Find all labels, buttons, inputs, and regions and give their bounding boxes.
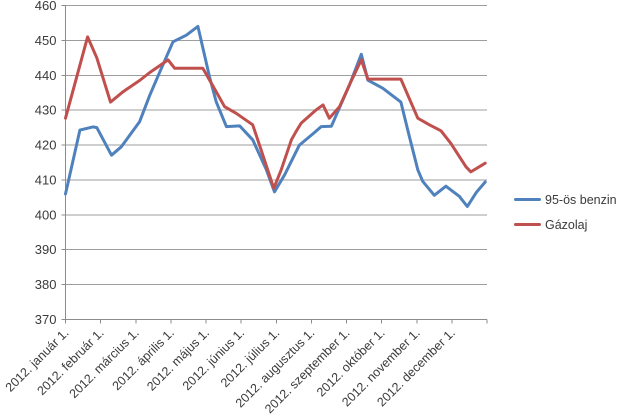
- y-axis-label: 430: [35, 103, 57, 118]
- y-axis-label: 410: [35, 172, 57, 187]
- x-axis-label: 2012. június 1.: [180, 326, 247, 393]
- series-line-gazolaj: [64, 35, 487, 190]
- y-axis-label: 460: [35, 0, 57, 13]
- y-axis-label: 390: [35, 242, 57, 257]
- legend: 95-ös benzin Gázolaj: [514, 187, 617, 237]
- benzin-line-swatch: [514, 198, 541, 201]
- y-axis-label: 400: [35, 207, 57, 222]
- legend-item-benzin[interactable]: 95-ös benzin: [514, 187, 617, 212]
- x-axis-label: 2012. május 1.: [144, 326, 212, 394]
- y-axis-label: 440: [35, 68, 57, 83]
- series-line-benzin: [64, 24, 487, 208]
- legend-item-gazolaj[interactable]: Gázolaj: [514, 212, 617, 237]
- y-axis-label: 420: [35, 138, 57, 153]
- legend-label-benzin: 95-ös benzin: [545, 192, 617, 207]
- y-axis-label: 380: [35, 277, 57, 292]
- y-axis-label: 370: [35, 312, 57, 327]
- legend-label-gazolaj: Gázolaj: [545, 217, 588, 232]
- gazolaj-line-swatch: [514, 223, 541, 226]
- x-axis-label: 2012. április 1.: [110, 326, 177, 393]
- y-axis-label: 450: [35, 33, 57, 48]
